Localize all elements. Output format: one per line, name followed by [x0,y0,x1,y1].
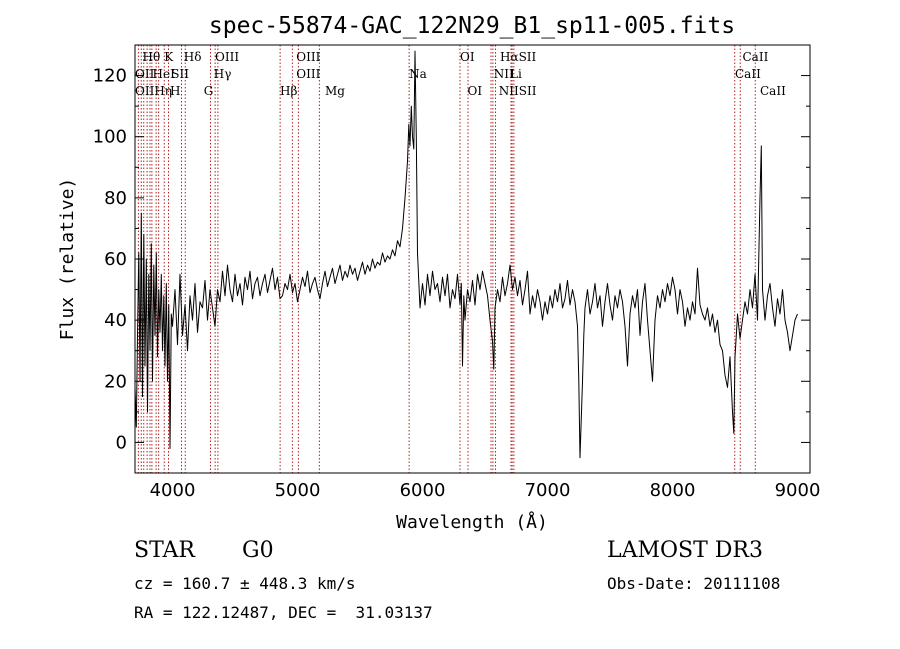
spectrum-line [134,50,798,459]
x-tick-label: 8000 [650,480,696,501]
line-label-20: Hβ [280,84,297,98]
line-label-9: HeI [153,67,176,81]
y-tick-label: 120 [93,66,127,87]
observation-date: Obs-Date: 20111108 [607,574,781,593]
line-label-24: CaII [760,84,786,98]
line-label-21: Mg [325,84,345,98]
line-label-11: Hγ [214,67,232,81]
redshift-velocity: cz = 160.7 ± 448.3 km/s [134,574,356,593]
y-tick-label: 20 [104,371,127,392]
line-label-13: Na [409,67,427,81]
line-label-15: Li [510,67,522,81]
x-tick-label: 6000 [400,480,446,501]
line-label-10: SII [171,67,189,81]
y-tick-label: 0 [116,432,127,453]
y-tick-label: 80 [104,188,127,209]
line-label-5: OI [460,50,475,64]
line-label-12: OIII [296,67,320,81]
object-class: STAR [134,538,195,563]
x-tick-label: 9000 [775,480,821,501]
line-label-16: CaII [735,67,761,81]
x-tick-label: 4000 [150,480,196,501]
line-label-23: NIISII [499,84,537,98]
x-tick-label: 7000 [525,480,571,501]
line-label-22: OI [468,84,483,98]
line-label-18: H [170,84,180,98]
line-label-8: OII [135,67,155,81]
line-label-7: CaII [743,50,769,64]
line-label-2: Hδ [184,50,202,64]
line-label-3: OIII [215,50,239,64]
line-label-14: NII [494,67,514,81]
y-axis-ticks: 0 20 40 60 80 100 120 [93,44,810,474]
survey-name: LAMOST DR3 [607,538,763,563]
line-label-0: Hθ [143,50,161,64]
line-label-19: G [204,84,214,98]
y-tick-label: 40 [104,310,127,331]
x-axis-label: Wavelength (Å) [396,511,548,533]
plot-frame [134,44,811,474]
spectral-line-markers [137,45,756,473]
ra-dec-coordinates: RA = 122.12487, DEC = 31.03137 [134,603,433,622]
y-tick-label: 100 [93,127,127,148]
line-label-17: OIIHη [135,84,172,98]
x-tick-label: 5000 [275,480,321,501]
line-label-1: K [164,50,174,64]
y-tick-label: 60 [104,249,127,270]
x-axis-ticks: 4000 5000 6000 7000 8000 9000 [150,480,821,501]
object-subclass: G0 [242,538,274,563]
y-axis-label: Flux (relative) [57,178,78,341]
chart-title: spec-55874-GAC_122N29_B1_sp11-005.fits [209,13,735,39]
line-label-4: OIII [296,50,320,64]
line-label-6: HαSII [500,50,537,64]
